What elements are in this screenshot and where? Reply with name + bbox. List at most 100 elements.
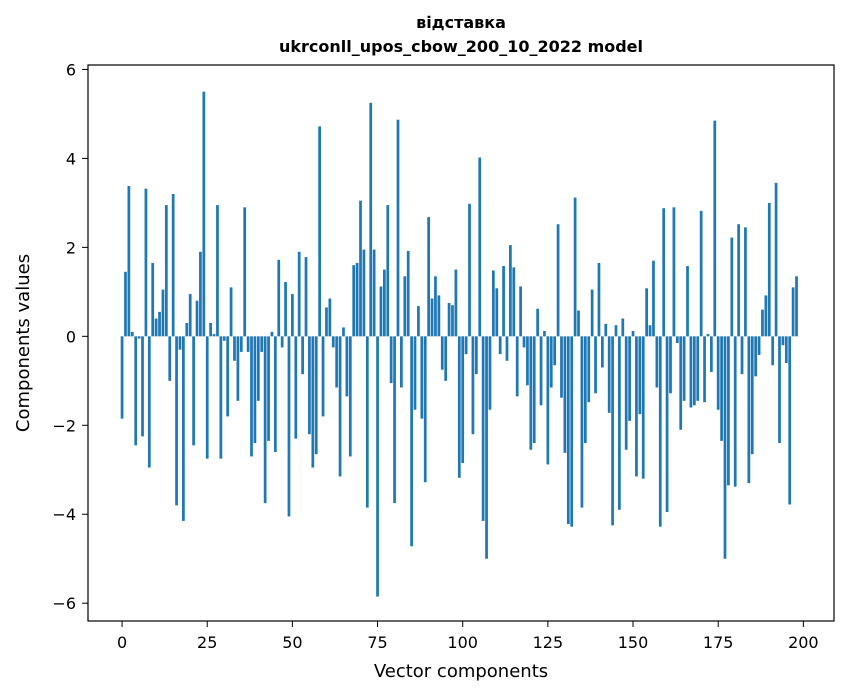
bar	[621, 318, 625, 337]
bar	[512, 267, 516, 337]
bar	[277, 259, 281, 337]
bar	[124, 271, 127, 337]
bar	[287, 336, 291, 517]
y-tick-label: −6	[52, 594, 76, 613]
bar	[747, 336, 751, 484]
bar	[348, 336, 352, 457]
bar	[192, 336, 195, 446]
bar	[689, 336, 693, 408]
bar	[645, 288, 649, 337]
y-axis-ticks: −6 −4 −2 0 2 4 6	[52, 60, 88, 613]
bar	[440, 336, 444, 370]
bar	[430, 298, 434, 337]
bar	[648, 325, 652, 337]
bar	[158, 311, 161, 337]
bar	[280, 336, 284, 348]
bar	[188, 294, 192, 337]
bar	[454, 269, 458, 337]
bar	[468, 203, 471, 337]
bar	[389, 336, 393, 384]
bar	[474, 336, 478, 375]
bar	[560, 336, 563, 398]
bar	[543, 330, 546, 337]
bar	[757, 336, 761, 356]
bar	[400, 336, 403, 388]
bar	[536, 308, 540, 337]
bar	[580, 336, 584, 508]
bar	[120, 336, 124, 419]
bar	[250, 336, 253, 457]
bar	[488, 336, 492, 410]
bar	[532, 336, 536, 444]
bar	[692, 336, 696, 406]
bar	[382, 269, 386, 337]
bar	[161, 289, 165, 337]
bar	[325, 307, 328, 337]
bar	[420, 336, 424, 419]
bar	[699, 210, 703, 337]
chart-title: відставка	[416, 13, 506, 32]
bar	[423, 336, 427, 483]
bar	[417, 306, 420, 337]
bar	[675, 336, 679, 343]
bar	[154, 318, 158, 337]
bar	[331, 336, 335, 348]
bar	[134, 336, 138, 446]
bar	[601, 336, 604, 368]
bar	[219, 336, 223, 459]
bar	[519, 286, 522, 337]
bar	[137, 336, 141, 339]
bar	[164, 205, 168, 337]
bar	[434, 276, 437, 337]
bar	[767, 202, 771, 337]
bar	[669, 336, 672, 394]
y-axis-label: Components values	[13, 254, 34, 432]
bar	[583, 336, 587, 444]
bar	[652, 260, 655, 337]
bar	[328, 298, 332, 337]
bar	[369, 102, 373, 337]
bar	[638, 336, 642, 415]
bar	[750, 336, 754, 455]
bar	[342, 327, 345, 337]
bar	[611, 336, 614, 526]
y-tick-label: 2	[66, 238, 76, 257]
bar	[444, 336, 448, 381]
bar	[529, 336, 533, 450]
bar	[314, 336, 318, 455]
bar	[182, 336, 185, 521]
y-tick-label: −4	[52, 505, 76, 524]
bar	[754, 336, 758, 377]
bar	[764, 295, 768, 337]
bar	[308, 336, 311, 435]
bar	[740, 336, 744, 375]
bar	[631, 330, 635, 337]
bar	[345, 336, 349, 397]
bar	[130, 331, 134, 337]
bar	[614, 325, 618, 337]
bar	[178, 336, 182, 350]
bar	[733, 336, 737, 487]
bar	[171, 193, 175, 337]
bar	[788, 336, 792, 505]
bar	[655, 336, 659, 388]
bar	[570, 336, 574, 527]
bar	[437, 295, 441, 337]
bar	[199, 251, 202, 337]
bar	[253, 336, 257, 444]
x-tick-label: 0	[117, 633, 127, 652]
bar	[556, 224, 560, 337]
bar	[447, 302, 451, 337]
bar	[393, 336, 396, 504]
bar	[147, 336, 151, 468]
x-tick-label: 50	[282, 633, 302, 652]
y-tick-label: 6	[66, 60, 76, 79]
y-tick-label: 0	[66, 327, 76, 346]
bar	[679, 336, 683, 430]
bar	[784, 336, 788, 364]
bar	[175, 336, 178, 506]
bar	[263, 336, 267, 504]
bar	[546, 336, 550, 465]
